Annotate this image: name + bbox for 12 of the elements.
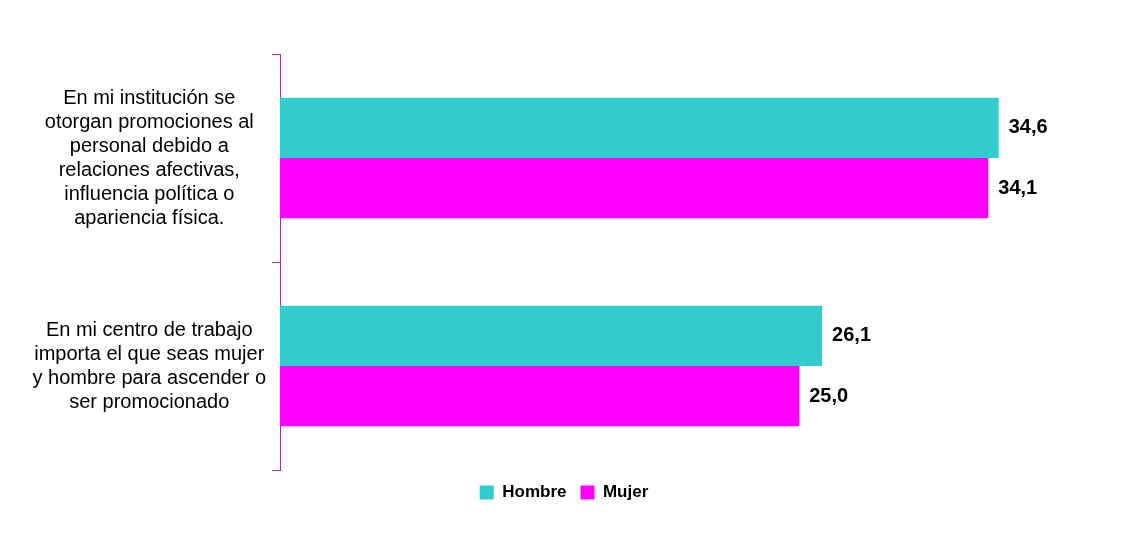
bar [280, 305, 823, 366]
data-label: 25,0 [809, 383, 849, 406]
legend-label: Mujer [602, 482, 649, 502]
bar [280, 97, 999, 158]
legend-label: Hombre [502, 482, 567, 502]
bar [280, 366, 800, 427]
data-label: 34,1 [998, 175, 1038, 198]
data-label: 34,6 [1008, 115, 1048, 138]
data-label: 26,1 [832, 323, 872, 346]
y-tick-label: En mi centro de trabajo importa el que seas mujer y hombre para ascender o ser promocionado [32, 317, 266, 412]
bar [280, 158, 989, 219]
y-tick-label: En mi institución se otorgan promociones al personal debido a relaciones afectivas, influencia política o apariencia física. [44, 85, 254, 228]
